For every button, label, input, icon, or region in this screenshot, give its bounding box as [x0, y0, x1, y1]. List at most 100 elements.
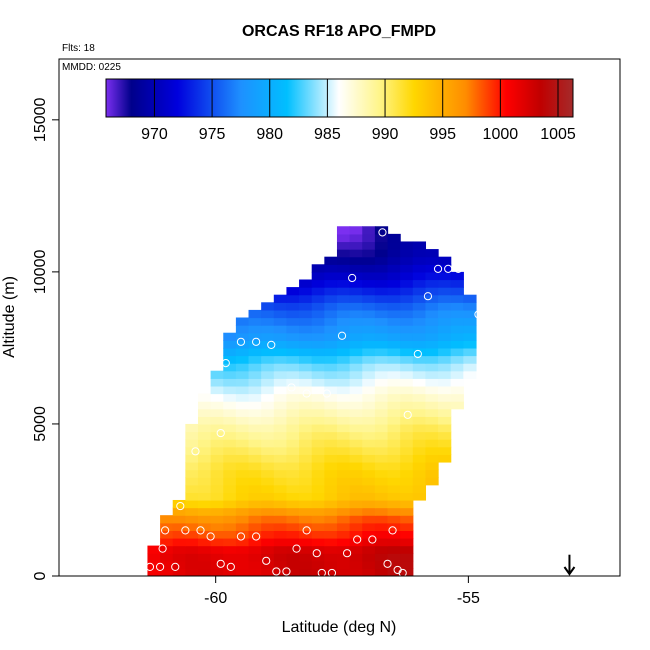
heatmap-cell	[387, 264, 401, 273]
heatmap-cell	[299, 545, 313, 554]
heatmap-cell	[235, 317, 250, 326]
heatmap-cell	[438, 317, 452, 326]
heatmap-cell	[286, 515, 300, 524]
heatmap-cell	[387, 355, 401, 364]
heatmap-cell	[374, 530, 389, 539]
heatmap-cell	[387, 537, 401, 547]
heatmap-cell	[172, 568, 186, 576]
heatmap-cell	[210, 515, 224, 524]
heatmap-cell	[311, 309, 325, 319]
y-axis: 0 5000 10000 15000	[32, 97, 59, 580]
heatmap-cell	[349, 309, 363, 319]
heatmap-cell	[400, 393, 414, 402]
heatmap-cell	[235, 332, 250, 341]
x-tick-label: -55	[457, 590, 480, 607]
y-tick-label: 10000	[32, 250, 49, 295]
heatmap-cell	[412, 363, 427, 372]
heatmap-cell	[387, 347, 401, 357]
heatmap-cell	[324, 477, 338, 486]
heatmap-cell	[349, 439, 363, 448]
heatmap-cell	[362, 325, 376, 334]
heatmap-cell	[299, 515, 313, 524]
heatmap-cell	[425, 264, 439, 273]
x-tick-label: -60	[204, 590, 227, 607]
heatmap-cell	[362, 484, 376, 493]
heatmap-cell	[299, 370, 313, 379]
heatmap-cell	[299, 332, 313, 341]
heatmap-cell	[185, 423, 199, 433]
heatmap-cell	[412, 469, 427, 478]
heatmap-cell	[197, 545, 212, 554]
heatmap-cell	[374, 309, 389, 319]
heatmap-cell	[387, 408, 401, 417]
heatmap-cell	[349, 515, 363, 524]
heatmap-cell	[324, 302, 338, 311]
heatmap-cell	[147, 545, 161, 554]
heatmap-cell	[412, 401, 427, 410]
heatmap-cell	[248, 530, 262, 539]
heatmap-cell	[286, 499, 300, 509]
sample-point	[302, 389, 311, 398]
sample-point	[474, 310, 483, 319]
heatmap-cell	[197, 401, 212, 410]
heatmap-cell	[223, 401, 237, 410]
heatmap-cell	[324, 408, 338, 417]
heatmap-cell	[336, 340, 351, 349]
colorbar: 970 975 980 985 990 995 1000 1005	[105, 78, 576, 143]
heatmap-cell	[349, 370, 363, 379]
heatmap-cell	[210, 408, 224, 417]
heatmap-cell	[273, 439, 288, 448]
heatmap-cell	[197, 477, 212, 486]
heatmap-cell	[336, 370, 351, 379]
colorbar-tick-label: 1005	[540, 126, 576, 143]
heatmap-cell	[210, 522, 224, 531]
sample-point	[191, 447, 200, 456]
heatmap-cell	[261, 507, 275, 516]
heatmap-cell	[425, 355, 439, 364]
heatmap-cell	[400, 317, 414, 326]
colorbar-tick-label: 995	[429, 126, 456, 143]
heatmap-cell	[248, 363, 262, 372]
heatmap-cell	[349, 317, 363, 326]
heatmap-cell	[185, 515, 199, 524]
heatmap-cell	[362, 553, 376, 562]
heatmap-cell	[248, 477, 262, 486]
heatmap-cell	[362, 530, 376, 539]
sample-point	[444, 264, 453, 273]
heatmap-cell	[362, 499, 376, 509]
heatmap-cell	[299, 393, 313, 402]
heatmap-cell	[311, 560, 325, 569]
heatmap-cell	[299, 454, 313, 463]
heatmap-cell	[261, 401, 275, 410]
heatmap-cell	[311, 287, 325, 296]
heatmap-cell	[223, 385, 237, 395]
heatmap-cell	[299, 553, 313, 562]
heatmap-cell	[336, 492, 351, 501]
sample-point	[302, 526, 311, 535]
heatmap-cell	[299, 294, 313, 303]
heatmap-cell	[248, 545, 262, 554]
heatmap-cell	[400, 560, 414, 569]
heatmap-cell	[197, 492, 212, 501]
heatmap-cell	[412, 355, 427, 364]
heatmap-cell	[336, 477, 351, 486]
heatmap-cell	[248, 340, 262, 349]
heatmap-cell	[374, 317, 389, 326]
heatmap-cell	[273, 499, 288, 509]
heatmap-cell	[336, 355, 351, 364]
heatmap-cell	[374, 287, 389, 296]
heatmap-cell	[425, 477, 439, 486]
heatmap-cell	[324, 317, 338, 326]
sample-point	[484, 355, 493, 365]
heatmap-cell	[412, 461, 427, 471]
heatmap-cell	[210, 385, 224, 395]
heatmap-cell	[248, 332, 262, 341]
sample-point	[226, 562, 235, 571]
heatmap-cell	[248, 522, 262, 531]
heatmap-cell	[311, 332, 325, 341]
heatmap-cell	[387, 416, 401, 425]
heatmap-cell	[412, 294, 427, 303]
heatmap-cell	[273, 347, 288, 357]
heatmap-cell	[400, 439, 414, 448]
heatmap-cell	[324, 309, 338, 319]
